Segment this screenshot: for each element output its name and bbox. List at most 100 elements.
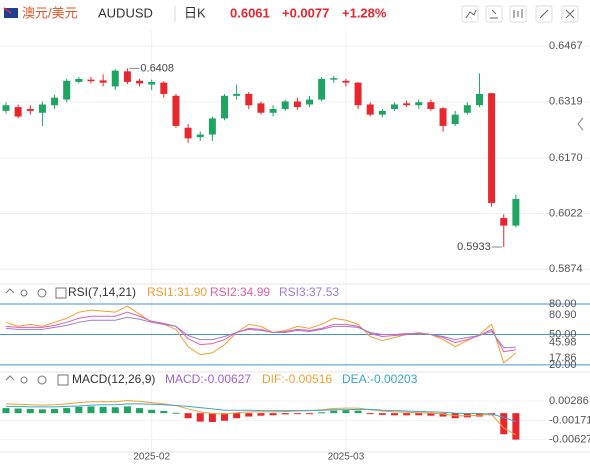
candle-body <box>451 114 459 125</box>
macd-bar <box>318 412 326 414</box>
macd-bar <box>281 413 289 415</box>
candle-body <box>196 134 204 138</box>
change: +0.0077 <box>282 5 329 20</box>
macd-bar <box>415 413 423 416</box>
macd-bar <box>51 408 59 414</box>
macd-bar <box>160 411 168 414</box>
period[interactable]: 日K <box>184 5 206 20</box>
candle-body <box>512 198 520 226</box>
candle-body <box>123 71 131 82</box>
rsi-line <box>5 311 516 353</box>
legend-entry: MACD:-0.00627 <box>165 372 251 386</box>
add-icon[interactable] <box>55 287 67 299</box>
legend-entry: DEA:-0.00203 <box>342 372 418 386</box>
candle-body <box>87 79 95 82</box>
macd-bar <box>403 413 411 416</box>
y-tick-label: 20.00 <box>549 359 577 371</box>
candle-body <box>475 93 483 106</box>
tool-button[interactable] <box>509 5 527 23</box>
candle-body <box>233 93 241 96</box>
macd-bar <box>38 409 46 414</box>
candle-body <box>160 82 168 94</box>
value-marker: 80.90 <box>549 309 577 321</box>
candle-body <box>14 107 22 117</box>
candle-body <box>488 93 496 204</box>
candle-body <box>463 105 471 113</box>
pair[interactable]: 澳元/美元 <box>22 5 78 20</box>
macd-bar <box>2 408 10 414</box>
eye-icon[interactable] <box>20 376 28 384</box>
candle-body <box>293 101 301 108</box>
scroll-arrow[interactable] <box>577 117 584 131</box>
tool-button[interactable] <box>535 5 553 23</box>
candle-body <box>366 104 374 115</box>
candle-body <box>500 218 508 226</box>
high-annotation: 0.6408 <box>140 62 174 74</box>
legend-entry: RSI3:37.53 <box>279 285 339 299</box>
x-tick-label: 2025-03 <box>328 452 365 463</box>
candle-body <box>403 103 411 106</box>
candle-body <box>257 103 265 113</box>
rsi-title: RSI(7,14,21) <box>68 285 136 299</box>
candle-body <box>439 108 447 126</box>
candle-body <box>415 102 423 106</box>
legend-entry: RSI2:34.99 <box>210 285 270 299</box>
macd-bar <box>172 412 180 414</box>
collapse-icon[interactable] <box>5 288 15 381</box>
header: 澳元/美元 AUDUSD 日K 0.6061 +0.0077 +1.28% <box>3 5 584 131</box>
candle-body <box>390 104 398 109</box>
candle-body <box>99 80 107 83</box>
macd-bar <box>136 408 144 414</box>
candle-body <box>245 93 253 106</box>
macd-bar <box>257 413 265 416</box>
y-tick-label: 80.00 <box>549 298 577 310</box>
candle-body <box>318 78 326 100</box>
y-tick-label: 0.6319 <box>549 96 583 108</box>
tool-button[interactable] <box>461 5 479 23</box>
candle-body <box>51 97 59 106</box>
candle-body <box>172 95 180 126</box>
macd-bar <box>390 413 398 416</box>
tool-button[interactable] <box>561 5 579 23</box>
candle-body <box>306 99 313 105</box>
macd-bar <box>500 413 508 435</box>
y-tick-label: 50.00 <box>549 328 577 340</box>
candle-body <box>427 102 435 109</box>
macd-bar <box>366 413 374 415</box>
macd-line <box>6 403 517 423</box>
y-tick-label: 0.6022 <box>549 207 583 219</box>
candle-body <box>2 105 10 111</box>
macd-bar <box>378 413 386 415</box>
symbol: AUDUSD <box>98 5 153 20</box>
macd-title: MACD(12,26,9) <box>72 372 155 386</box>
candle-body <box>330 78 338 80</box>
macd-bar <box>184 413 192 419</box>
macd-bar <box>245 413 253 417</box>
macd-bar <box>269 413 277 416</box>
tool-button[interactable] <box>485 5 503 23</box>
change-pct: +1.28% <box>342 5 387 20</box>
macd-bar <box>26 408 34 414</box>
macd-bar <box>111 407 119 414</box>
macd-bar <box>14 408 22 414</box>
macd-bar <box>512 413 520 440</box>
macd-bar <box>330 410 338 414</box>
settings-icon[interactable] <box>37 375 47 385</box>
macd-line <box>5 399 517 436</box>
add-icon[interactable] <box>57 374 69 386</box>
candle-body <box>63 80 71 100</box>
candle-body <box>26 108 34 111</box>
eye-icon[interactable] <box>20 289 28 297</box>
y-tick-label: 0.6170 <box>549 152 583 164</box>
candle-body <box>136 80 144 84</box>
low-annotation: 0.5933 <box>457 241 491 253</box>
y-tick-label: -0.00171 <box>549 414 590 426</box>
macd-bar <box>293 413 301 415</box>
y-tick-label: 0.6467 <box>549 40 583 52</box>
settings-icon[interactable] <box>37 288 47 298</box>
candle-body <box>281 101 289 109</box>
legend-entry: RSI1:31.90 <box>147 285 207 299</box>
macd-bar <box>306 413 313 415</box>
macd-bar <box>342 410 350 414</box>
